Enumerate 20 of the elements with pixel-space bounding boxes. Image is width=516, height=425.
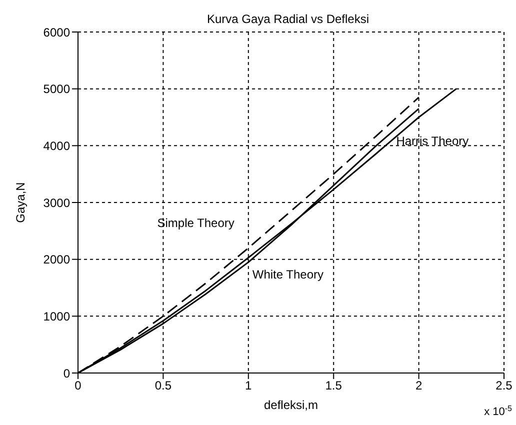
x-tick-label: 0.5 xyxy=(154,378,172,393)
series-label: Simple Theory xyxy=(157,216,234,230)
y-tick-label: 2000 xyxy=(43,252,70,267)
y-tick-label: 5000 xyxy=(43,82,70,96)
x-tick-label: 1 xyxy=(245,378,252,393)
y-axis-title: Gaya,N xyxy=(13,182,28,223)
y-tick-label: 6000 xyxy=(43,25,70,40)
y-tick-label: 1000 xyxy=(43,309,70,324)
x-tick-label: 2.5 xyxy=(496,378,513,393)
y-tick-label: 4000 xyxy=(43,138,70,153)
x-tick-label: 0 xyxy=(74,378,82,393)
chart-title: Kurva Gaya Radial vs Defleksi xyxy=(206,12,370,26)
x-tick-label: 1.5 xyxy=(325,378,342,393)
text: x 10$^{-5}$ xyxy=(484,404,513,418)
series-label: White Theory xyxy=(252,267,324,282)
x-axis-title: defleksi,m xyxy=(264,398,318,412)
series-label: Harris Theory xyxy=(396,134,469,148)
x-tick-label: 2 xyxy=(415,378,422,393)
y-tick-label: 0 xyxy=(63,366,70,380)
y-tick-label: 3000 xyxy=(43,196,70,210)
